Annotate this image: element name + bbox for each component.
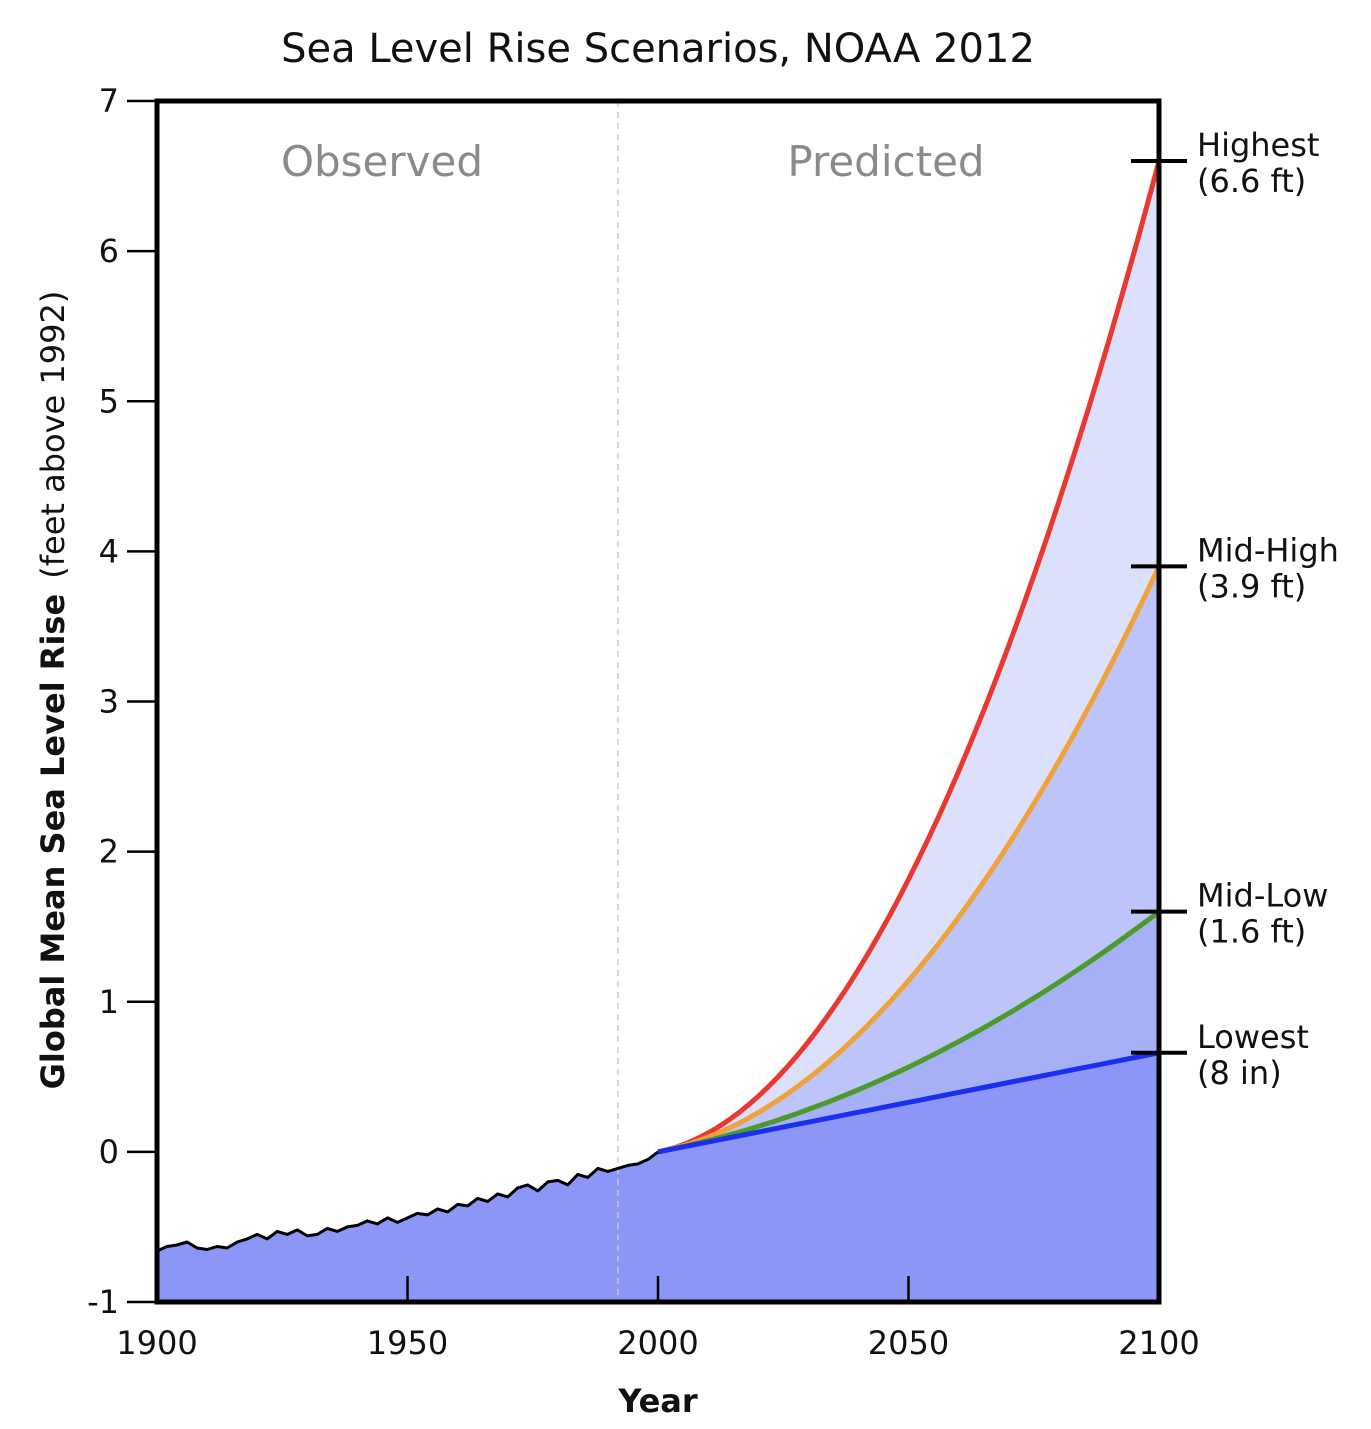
x-tick-label: 1900 (116, 1324, 197, 1362)
y-tick-label: 0 (99, 1133, 119, 1171)
line-mid-high (657, 565, 1162, 1155)
annotation-value: (6.6 ft) (1197, 162, 1306, 200)
scenario-lines (657, 160, 1162, 1155)
y-tick-label: 5 (99, 382, 119, 420)
x-axis: 1900 1950 2000 2050 2100 (116, 1276, 1200, 1362)
line-mid-low (657, 909, 1161, 1155)
observed-line (156, 1150, 659, 1253)
y-axis-label: Global Mean Sea Level Rise (feet above 1… (34, 291, 72, 1090)
annotation-value: (1.6 ft) (1197, 913, 1306, 951)
y-tick-label: 1 (99, 983, 119, 1021)
x-tick-label: 2100 (1118, 1324, 1199, 1362)
scenario-fills (658, 161, 1159, 1302)
y-axis: -1 0 1 2 3 4 5 6 7 (87, 82, 157, 1321)
annotation-value: (8 in) (1197, 1054, 1282, 1092)
y-tick-label: 7 (99, 82, 119, 120)
annotation-name: Mid-Low (1197, 877, 1328, 915)
y-tick-label: 3 (99, 683, 119, 721)
x-tick-label: 2000 (617, 1324, 698, 1362)
y-axis-label-main: Global Mean Sea Level Rise (34, 594, 72, 1090)
y-tick-label: 2 (99, 833, 119, 871)
y-tick-label: 6 (99, 232, 119, 270)
chart-title: Sea Level Rise Scenarios, NOAA 2012 (281, 26, 1035, 72)
annotation-name: Mid-High (1197, 531, 1339, 569)
y-tick-label: 4 (99, 532, 119, 570)
x-tick-label: 1950 (367, 1324, 448, 1362)
fill-lowest (658, 1052, 1159, 1302)
observed-series-line (156, 1150, 659, 1253)
y-tick-label: -1 (87, 1283, 119, 1321)
scenario-annotations: Highest(6.6 ft) Mid-High(3.9 ft) Mid-Low(1… (1131, 126, 1339, 1092)
y-axis-label-unit: (feet above 1992) (34, 291, 72, 579)
line-lowest (657, 1050, 1160, 1155)
line-highest (657, 160, 1162, 1155)
annotation-name: Lowest (1197, 1018, 1309, 1056)
region-label-predicted: Predicted (787, 137, 984, 186)
region-label-observed: Observed (281, 137, 483, 186)
x-axis-label: Year (617, 1382, 698, 1420)
x-tick-label: 2050 (868, 1324, 949, 1362)
annotation-value: (3.9 ft) (1197, 567, 1306, 605)
annotation-name: Highest (1197, 126, 1319, 164)
